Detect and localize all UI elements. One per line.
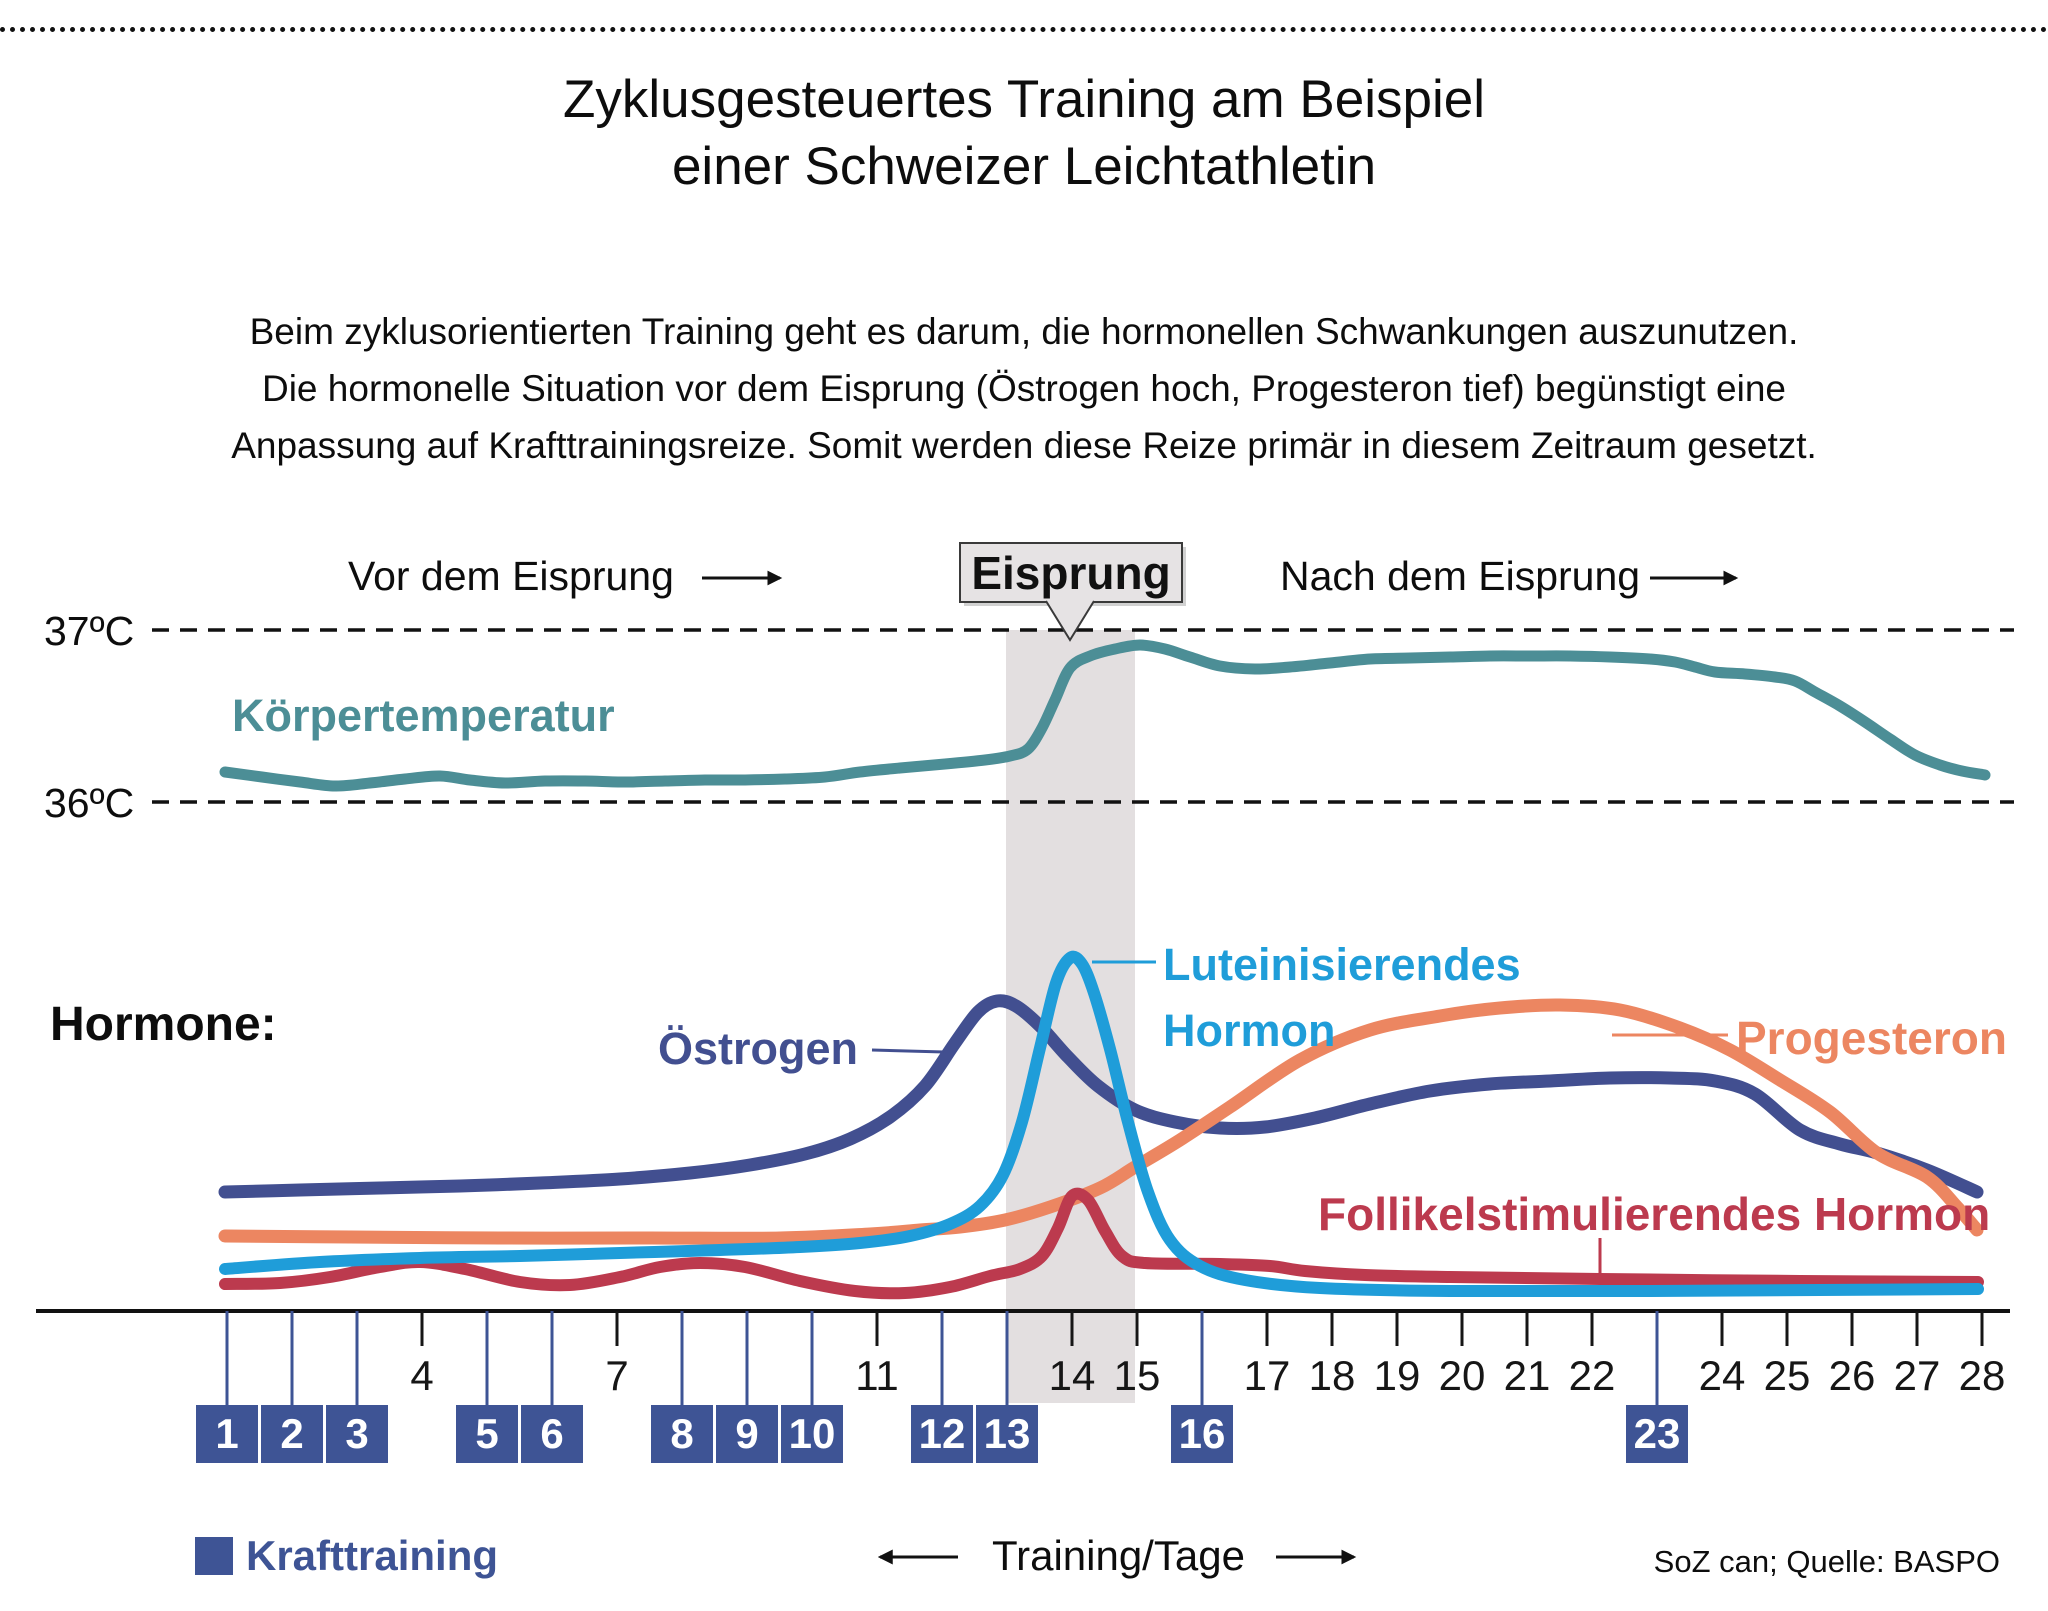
day-number: 28 xyxy=(1958,1352,2006,1399)
day-number: 11 xyxy=(855,1352,899,1399)
day-number: 24 xyxy=(1698,1352,1746,1399)
training-day-box: 10 xyxy=(781,1405,843,1463)
lh-curve-label-line1: Luteinisierendes xyxy=(1163,939,1521,990)
day-number: 25 xyxy=(1763,1352,1811,1399)
intro-line: Die hormonelle Situation vor dem Eisprun… xyxy=(261,368,1786,409)
day-number: 18 xyxy=(1308,1352,1356,1399)
day-number: 21 xyxy=(1503,1352,1551,1399)
temperature-curve-label: Körpertemperatur xyxy=(232,690,615,741)
training-day-box: 9 xyxy=(716,1405,778,1463)
training-day-box: 16 xyxy=(1171,1405,1233,1463)
day-number: 17 xyxy=(1243,1352,1291,1399)
training-day-box: 13 xyxy=(976,1405,1038,1463)
lh-curve-label-line2: Hormon xyxy=(1163,1005,1336,1056)
fsh-curve xyxy=(219,1187,1984,1300)
day-number: 22 xyxy=(1568,1352,1616,1399)
top-dotted-divider xyxy=(0,27,2048,32)
axis-caption: Training/Tage xyxy=(992,1532,1245,1579)
krafttraining-legend-swatch xyxy=(195,1537,233,1575)
intro-line: Beim zyklusorientierten Training geht es… xyxy=(249,311,1799,352)
day-number: 20 xyxy=(1438,1352,1486,1399)
day-axis xyxy=(36,1309,2010,1405)
training-day-box: 2 xyxy=(261,1405,323,1463)
day-number: 26 xyxy=(1828,1352,1876,1399)
page-title-line2: einer Schweizer Leichtathletin xyxy=(671,137,1377,196)
progesterone-curve-label: Progesteron xyxy=(1736,1012,2007,1064)
day-number: 4 xyxy=(410,1352,434,1399)
page-title: Zyklusgesteuertes Training am Beispiel e… xyxy=(0,66,2048,200)
temp-tick-36: 36ºC xyxy=(44,780,135,826)
hormone-section-label: Hormone: xyxy=(50,998,277,1051)
training-day-box: 23 xyxy=(1626,1405,1688,1463)
estrogen-connector xyxy=(871,1048,945,1054)
ovulation-callout xyxy=(959,542,1186,642)
page-title-line1: Zyklusgesteuertes Training am Beispiel xyxy=(562,70,1486,129)
training-day-box: 8 xyxy=(651,1405,713,1463)
estrogen-curve-label: Östrogen xyxy=(658,1023,859,1074)
day-number: 15 xyxy=(1113,1352,1161,1399)
day-number: 27 xyxy=(1893,1352,1941,1399)
ovulation-callout-box xyxy=(959,542,1183,603)
training-day-box: 12 xyxy=(911,1405,973,1463)
training-day-box: 6 xyxy=(521,1405,583,1463)
phase-label-after: Nach dem Eisprung xyxy=(1280,553,1641,599)
phase-label-before: Vor dem Eisprung xyxy=(348,553,674,599)
training-day-box: 3 xyxy=(326,1405,388,1463)
intro-line: Anpassung auf Krafttrainingsreize. Somit… xyxy=(231,425,1817,466)
temperature-curve xyxy=(219,639,1991,792)
ovulation-callout-pointer xyxy=(1046,601,1094,640)
fsh-curve-label: Follikelstimulierendes Hormon xyxy=(1318,1188,1991,1240)
progesterone-curve xyxy=(218,998,1984,1245)
day-number: 14 xyxy=(1048,1352,1096,1399)
day-number: 7 xyxy=(605,1352,629,1399)
intro-paragraph: Beim zyklusorientierten Training geht es… xyxy=(0,303,2048,474)
training-day-box: 5 xyxy=(456,1405,518,1463)
training-day-box: 1 xyxy=(196,1405,258,1463)
estrogen-curve xyxy=(218,994,1984,1199)
source-credit: SoZ can; Quelle: BASPO xyxy=(1653,1544,2000,1579)
temp-tick-37: 37ºC xyxy=(44,608,135,654)
lh-curve-label: Luteinisierendes Hormon xyxy=(1163,932,1521,1064)
krafttraining-legend-label: Krafttraining xyxy=(246,1532,498,1579)
lh-curve xyxy=(219,950,1984,1298)
day-number: 19 xyxy=(1373,1352,1421,1399)
ovulation-callout-label: Eisprung xyxy=(971,546,1171,599)
